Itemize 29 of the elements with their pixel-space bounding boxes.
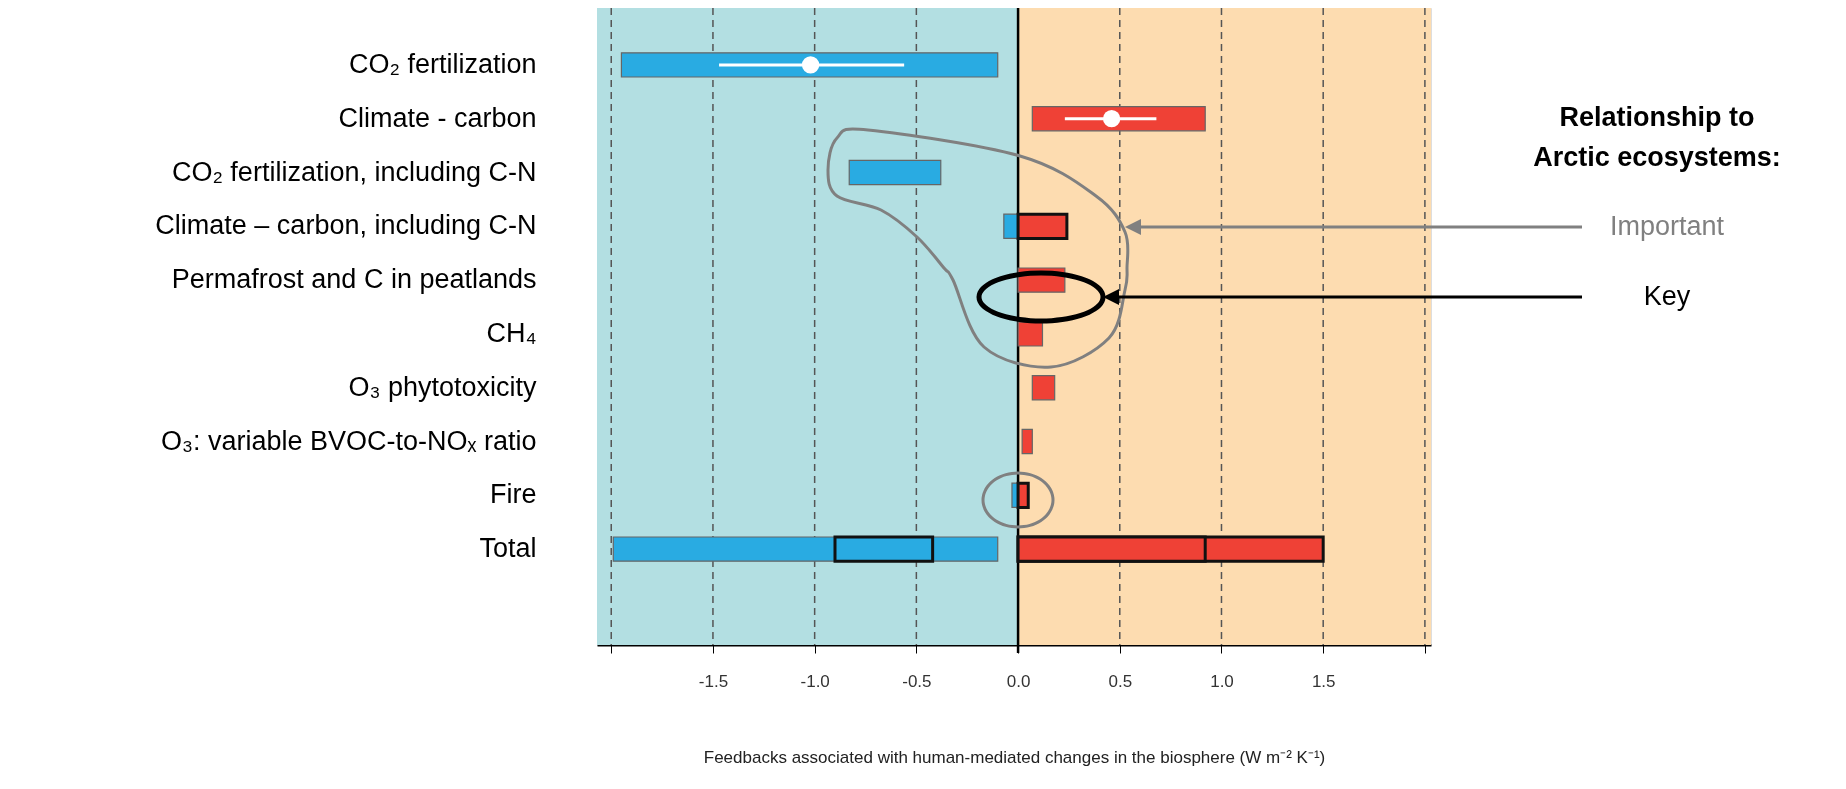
- bar: [620, 52, 999, 78]
- bar: [1017, 321, 1044, 347]
- x-tick-label: -1.0: [800, 671, 830, 691]
- y-tick-label: O₃ phytotoxicity: [348, 371, 537, 402]
- x-tick-label: 0.0: [1006, 671, 1031, 691]
- text: Relationship to Arctic ecosystems:: [1533, 102, 1781, 172]
- y-tick-label: CO₂ fertilization: [348, 48, 537, 79]
- text: Key: [1643, 281, 1691, 311]
- x-tick-label: 0.5: [1108, 671, 1133, 691]
- x-tick-label: 1.0: [1210, 671, 1234, 691]
- bar: [1021, 428, 1033, 455]
- bar: [848, 159, 942, 186]
- x-tick-label: -1.5: [698, 671, 729, 691]
- y-tick-label: Permafrost and C in peatlands: [171, 264, 537, 295]
- y-tick-label: Total: [479, 533, 537, 564]
- x-axis-title: Feedbacks associated with human-mediated changes in the biosphere (W m⁻² K⁻¹): [703, 747, 1326, 767]
- y-tick-label: Fire: [490, 479, 537, 510]
- y-tick-label: CO₂ fertilization, including C-N: [171, 156, 537, 187]
- bar: [1016, 481, 1030, 509]
- bar: [1016, 212, 1069, 240]
- y-tick-label: Climate – carbon, including C-N: [155, 210, 537, 241]
- bar: [1031, 375, 1056, 401]
- y-tick-label: CH₄: [486, 317, 537, 348]
- text: Important: [1609, 211, 1725, 241]
- y-tick-label: Climate - carbon: [338, 102, 537, 133]
- x-tick-label: -0.5: [902, 671, 932, 691]
- bar: [1003, 213, 1019, 239]
- x-tick-label: 1.5: [1311, 671, 1336, 691]
- y-tick-label: O₃: variable BVOC-to-NOₓ ratio: [161, 425, 537, 456]
